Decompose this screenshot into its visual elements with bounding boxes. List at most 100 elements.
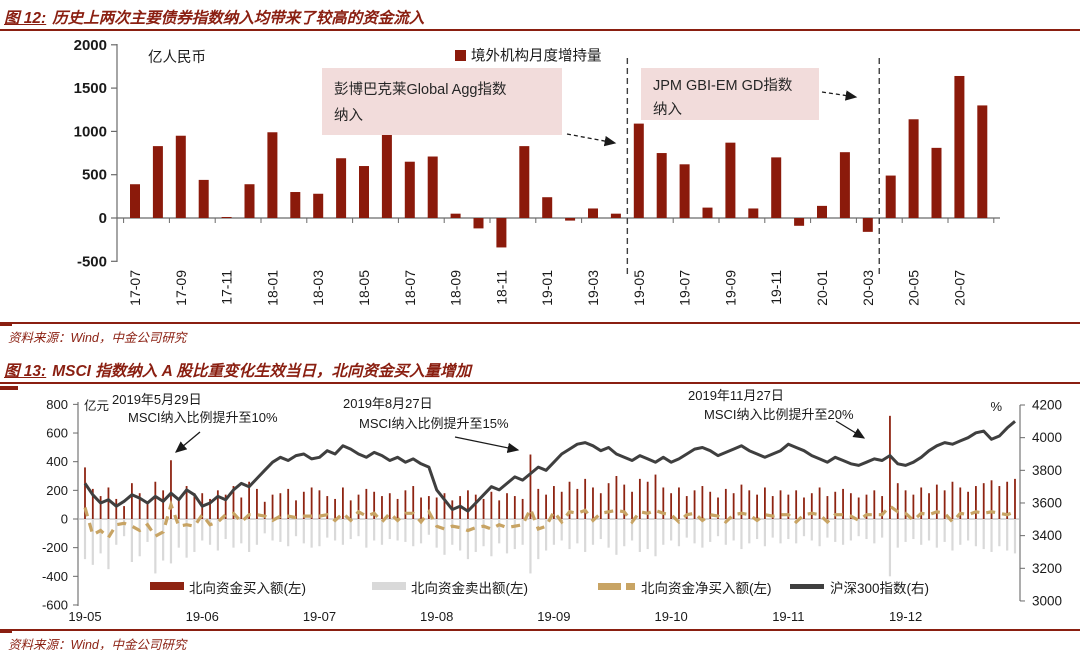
fig12-legend: 境外机构月度增持量 (455, 47, 602, 65)
fig12-bar (519, 146, 530, 218)
fig13-title-rule (0, 382, 1080, 384)
fig13-title-text: MSCI 指数纳入 A 股比重变化生效当日，北向资金买入量增加 (52, 363, 472, 380)
svg-text:20-03: 20-03 (860, 270, 876, 306)
fig12-bar (381, 133, 392, 218)
svg-text:600: 600 (46, 426, 68, 441)
svg-text:400: 400 (46, 454, 68, 469)
fig12-bar (794, 218, 805, 226)
annotation-box (641, 68, 819, 120)
svg-text:2019年11月27日: 2019年11月27日 (688, 388, 784, 403)
fig13-title: 图 13: MSCI 指数纳入 A 股比重变化生效当日，北向资金买入量增加 (4, 359, 1080, 381)
fig12-bar (610, 213, 621, 218)
fig12-bar (313, 193, 324, 218)
fig13-bottom-rule (0, 629, 1080, 631)
fig12-bar (839, 152, 850, 218)
fig13-chart: 800 600 400 200 0 -200 -400 -600 4200 4000 3800 360… (42, 388, 1062, 624)
svg-text:彭博巴克莱Global Agg指数: 彭博巴克莱Global Agg指数 (334, 81, 507, 98)
fig12-bar (359, 166, 369, 218)
fig12-bar (152, 146, 163, 218)
fig12-bar (427, 156, 438, 218)
svg-text:3600: 3600 (1032, 495, 1062, 510)
svg-text:2019年5月29日: 2019年5月29日 (112, 392, 202, 407)
svg-text:JPM GBI-EM GD指数: JPM GBI-EM GD指数 (653, 77, 793, 94)
svg-text:0: 0 (61, 512, 68, 527)
svg-text:%: % (990, 399, 1002, 414)
svg-text:3400: 3400 (1032, 528, 1062, 543)
fig13-title-accent (0, 386, 18, 390)
fig12-bar (198, 179, 209, 218)
fig13-legend: 北向资金买入额(左) 北向资金卖出额(左) 北向资金净买入额(左) 沪深300指数(右… (150, 581, 929, 596)
svg-text:200: 200 (46, 483, 68, 498)
fig13-source: 资料来源：Wind，中金公司研究 (8, 638, 187, 650)
svg-text:800: 800 (46, 397, 68, 412)
fig12-bar (130, 184, 140, 218)
fig12-bar (496, 218, 507, 248)
annotation-arrow (835, 420, 866, 439)
fig12-event-lines (626, 58, 880, 278)
fig12-bar (633, 123, 644, 218)
svg-text:18-01: 18-01 (264, 270, 280, 306)
svg-text:18-09: 18-09 (448, 270, 464, 306)
annotation-arrow (454, 436, 520, 453)
svg-text:19-05: 19-05 (68, 609, 101, 624)
svg-text:18-07: 18-07 (402, 270, 418, 306)
svg-text:19-09: 19-09 (722, 270, 738, 306)
fig12-bar (656, 153, 667, 218)
svg-text:19-11: 19-11 (768, 270, 784, 305)
fig12-title-prefix: 图 12: (4, 10, 47, 27)
annotation-arrow (566, 133, 617, 147)
svg-text:MSCI纳入比例提升至20%: MSCI纳入比例提升至20% (704, 407, 854, 422)
fig12-source: 资料来源：Wind，中金公司研究 (8, 331, 187, 345)
svg-text:19-05: 19-05 (631, 270, 647, 306)
fig13-sell-bars (83, 519, 1017, 577)
legend-swatch (598, 583, 621, 590)
svg-text:19-10: 19-10 (655, 609, 688, 624)
svg-text:4200: 4200 (1032, 398, 1062, 413)
annotation-arrow (821, 90, 858, 101)
fig12-bar (221, 217, 232, 218)
svg-text:20-05: 20-05 (906, 270, 922, 306)
svg-text:3800: 3800 (1032, 463, 1062, 478)
svg-text:MSCI纳入比例提升至15%: MSCI纳入比例提升至15% (359, 416, 509, 431)
fig12-bottom-rule (0, 322, 1080, 324)
svg-text:19-09: 19-09 (537, 609, 570, 624)
svg-text:17-09: 17-09 (173, 270, 189, 306)
fig13-csi300-line (83, 420, 1016, 513)
fig12-bar (725, 142, 736, 218)
fig12-bar (885, 175, 896, 218)
fig12-bar (977, 105, 988, 218)
svg-text:19-12: 19-12 (889, 609, 922, 624)
svg-text:2000: 2000 (74, 37, 107, 54)
fig12-bar (931, 147, 942, 218)
fig13-net-line (83, 499, 1016, 541)
fig12-bar (473, 218, 484, 229)
fig12-bar (450, 213, 461, 218)
fig12-bar (748, 208, 759, 218)
legend-swatch (150, 582, 184, 590)
svg-text:3000: 3000 (1032, 593, 1062, 608)
fig12-bar (702, 207, 713, 218)
svg-text:纳入: 纳入 (653, 101, 682, 118)
svg-text:亿元: 亿元 (84, 398, 109, 413)
fig12-bar (679, 164, 690, 218)
fig12-bars (130, 75, 988, 248)
svg-text:MSCI纳入比例提升至10%: MSCI纳入比例提升至10% (128, 410, 278, 425)
fig12-bar (588, 208, 598, 218)
svg-text:18-11: 18-11 (493, 270, 509, 305)
fig12-bar (404, 161, 415, 218)
svg-text:18-05: 18-05 (356, 270, 372, 306)
svg-text:17-07: 17-07 (127, 270, 143, 306)
fig13-buy-bars (84, 415, 1016, 519)
fig12-bar (336, 158, 347, 218)
svg-text:500: 500 (82, 167, 107, 184)
svg-text:3200: 3200 (1032, 561, 1062, 576)
fig12-bar (542, 197, 553, 218)
svg-text:18-03: 18-03 (310, 270, 326, 306)
legend-swatch (626, 583, 635, 590)
svg-text:北向资金买入额(左): 北向资金买入额(左) (189, 581, 306, 596)
fig12-axes: 2000 1500 1000 500 0 -500 亿人民币 (74, 37, 1000, 270)
fig12-bar (565, 218, 576, 221)
